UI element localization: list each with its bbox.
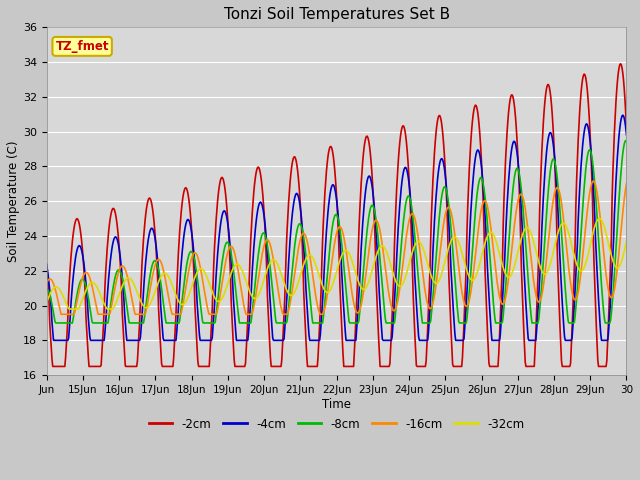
-16cm <box>111 282 119 288</box>
-2cm <box>616 61 624 67</box>
-16cm <box>58 312 66 317</box>
-2cm <box>623 126 630 132</box>
-32cm <box>218 296 226 301</box>
-32cm <box>111 301 119 307</box>
-8cm <box>430 285 438 290</box>
-4cm <box>51 337 58 343</box>
Line: -8cm: -8cm <box>47 141 627 323</box>
-16cm <box>397 275 405 280</box>
-32cm <box>247 291 255 297</box>
Text: TZ_fmet: TZ_fmet <box>56 40 109 53</box>
-2cm <box>247 236 255 242</box>
-8cm <box>218 260 226 265</box>
-32cm <box>65 306 73 312</box>
Line: -32cm: -32cm <box>47 218 627 309</box>
-2cm <box>43 261 51 267</box>
-16cm <box>247 312 255 317</box>
Line: -16cm: -16cm <box>47 181 627 314</box>
-2cm <box>218 175 226 180</box>
-4cm <box>111 234 119 240</box>
-4cm <box>269 335 276 341</box>
-8cm <box>622 138 630 144</box>
-32cm <box>397 283 405 288</box>
Line: -4cm: -4cm <box>47 115 627 340</box>
-32cm <box>430 278 438 284</box>
-8cm <box>111 273 119 279</box>
Legend: -2cm, -4cm, -8cm, -16cm, -32cm: -2cm, -4cm, -8cm, -16cm, -32cm <box>144 413 529 435</box>
X-axis label: Time: Time <box>322 397 351 410</box>
-16cm <box>43 280 51 286</box>
-32cm <box>623 239 630 244</box>
-4cm <box>430 231 438 237</box>
-32cm <box>43 299 51 305</box>
-4cm <box>218 213 226 218</box>
-8cm <box>43 286 51 291</box>
Line: -2cm: -2cm <box>47 64 627 366</box>
-2cm <box>397 128 405 134</box>
-8cm <box>247 320 255 326</box>
-4cm <box>247 297 255 303</box>
-16cm <box>269 253 276 259</box>
-8cm <box>397 243 405 249</box>
-2cm <box>269 363 276 369</box>
-16cm <box>430 297 438 302</box>
-32cm <box>269 257 276 263</box>
-16cm <box>589 178 597 184</box>
-4cm <box>43 262 51 268</box>
Y-axis label: Soil Temperature (C): Soil Temperature (C) <box>7 141 20 262</box>
-8cm <box>52 320 60 326</box>
Title: Tonzi Soil Temperatures Set B: Tonzi Soil Temperatures Set B <box>223 7 450 22</box>
-2cm <box>111 211 119 216</box>
-2cm <box>430 162 438 168</box>
-4cm <box>619 112 627 118</box>
-4cm <box>623 132 630 138</box>
-2cm <box>49 363 56 369</box>
-8cm <box>269 289 276 295</box>
-32cm <box>595 216 603 221</box>
-4cm <box>397 185 405 191</box>
-16cm <box>623 180 630 186</box>
-8cm <box>623 138 630 144</box>
-16cm <box>218 280 226 286</box>
